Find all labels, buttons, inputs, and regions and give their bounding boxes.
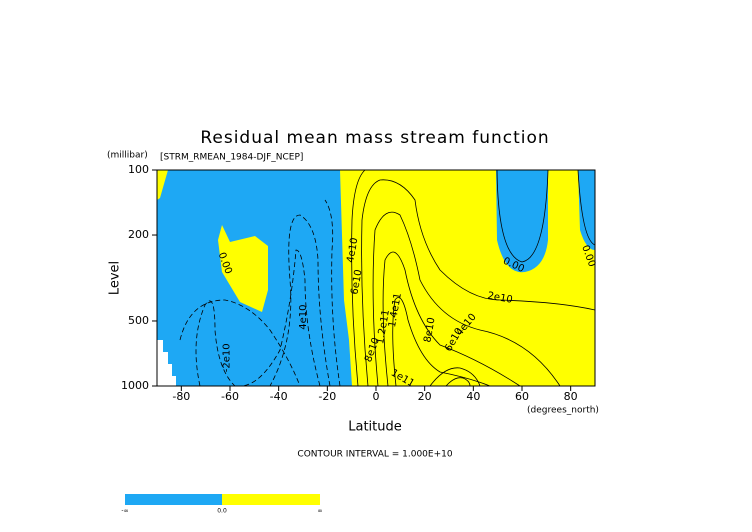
contour-interval: CONTOUR INTERVAL = 1.000E+10 [297,450,452,460]
y-axis-label: Level [108,261,123,295]
contour-label: 6e10 [349,269,364,296]
contour-label: 2e10 [487,291,514,306]
x-tick-label: -80 [172,390,190,403]
contour-line [445,377,471,387]
contour-label: 4e10 [298,305,309,330]
contour-label: 4e10 [345,237,360,264]
positive-region [340,170,595,386]
x-tick-label: -20 [318,390,336,403]
x-unit: (degrees_north) [527,406,599,416]
positive-region [157,170,168,200]
colorbar-label: 0.0 [217,508,227,515]
contour-line [392,297,491,387]
y-unit: (millibar) [107,151,148,161]
x-tick-label: -40 [270,390,288,403]
positive-region [218,225,268,312]
contour-line [382,251,521,387]
x-axis-label: Latitude [348,420,402,435]
x-tick-label: 40 [466,390,480,403]
colorbar-label: ∞ [318,508,323,515]
contour-line [577,169,596,246]
x-tick-label: 0 [373,390,380,403]
contour-lines [179,169,596,387]
colorbar-label: -∞ [121,508,128,515]
contour-label: 8e10 [422,317,437,344]
contour-line [361,179,596,387]
colorbar-negative [125,494,222,505]
x-tick-label: 20 [418,390,432,403]
contour-label: -2e10 [221,343,232,372]
x-tick-label: 60 [515,390,529,403]
missing-data [157,340,176,386]
contour-line [429,367,481,387]
chart-title: Residual mean mass stream function [200,128,549,148]
y-tick-label: 1000 [121,379,149,392]
contour-line [269,214,331,387]
y-tick-label: 500 [128,314,149,327]
y-tick-label: 100 [128,163,149,176]
contour-line [179,299,301,387]
y-tick-label: 200 [128,228,149,241]
colorbar-positive [222,494,320,505]
contour-line [239,249,321,387]
contour-line [496,169,549,263]
x-tick-label: 80 [564,390,578,403]
contour-line [372,211,561,387]
x-tick-label: -60 [221,390,239,403]
contour-line [324,199,341,387]
contour-line [351,169,366,387]
subtitle: [STRM_RMEAN_1984-DJF_NCEP] [160,153,303,163]
